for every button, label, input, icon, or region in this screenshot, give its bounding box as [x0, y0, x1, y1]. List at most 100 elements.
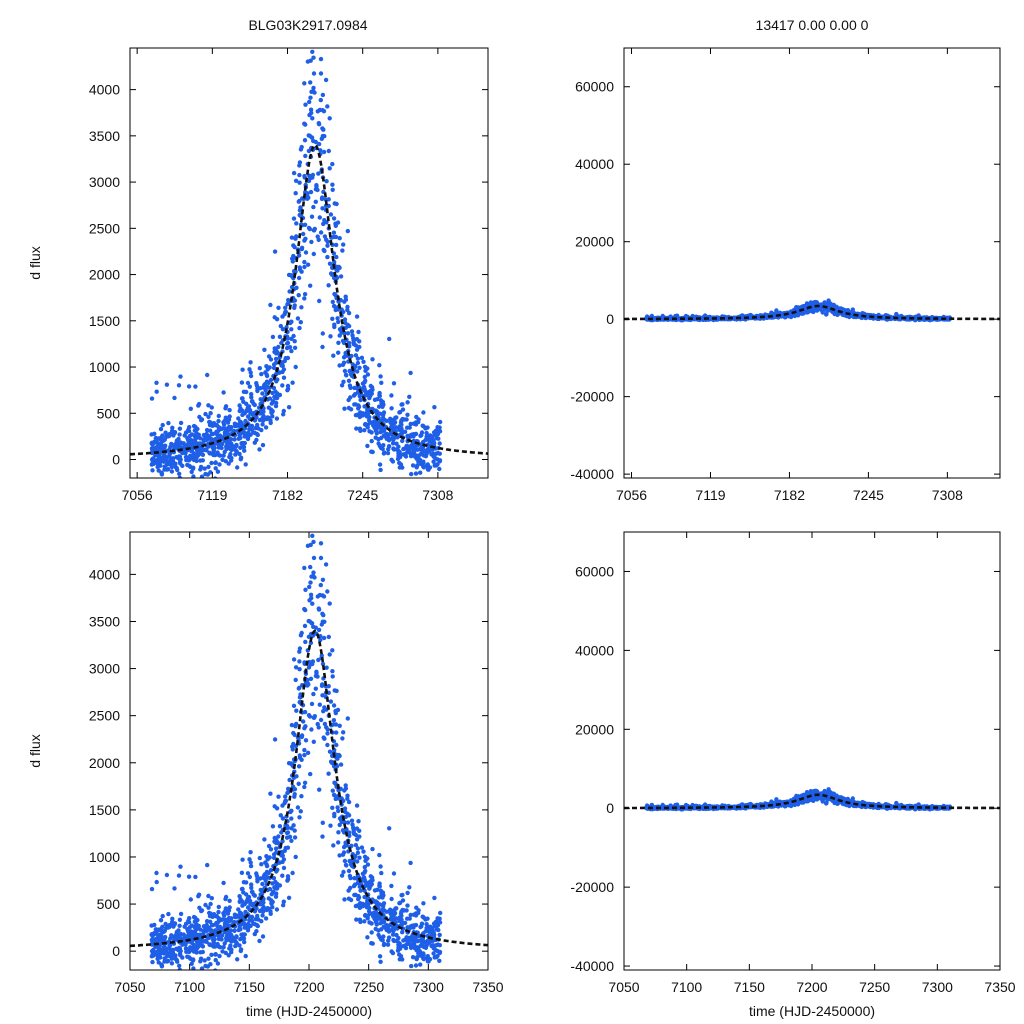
data-point: [308, 80, 313, 85]
data-point: [302, 565, 307, 571]
data-point: [320, 206, 325, 211]
data-point: [368, 383, 373, 389]
data-point: [206, 403, 211, 408]
data-point: [397, 946, 403, 951]
data-point: [268, 847, 274, 852]
data-point: [394, 441, 399, 446]
data-point: [337, 236, 342, 241]
data-point: [365, 862, 371, 867]
data-point: [397, 952, 402, 957]
data-point: [289, 348, 294, 354]
data-point: [347, 830, 352, 835]
data-point: [227, 446, 233, 451]
data-point: [198, 927, 203, 932]
data-point: [362, 428, 367, 433]
data-point: [264, 384, 270, 390]
data-point: [391, 871, 397, 876]
data-point: [327, 652, 332, 657]
data-point: [361, 849, 366, 854]
data-point: [334, 730, 339, 735]
data-point: [377, 390, 382, 396]
data-point: [330, 299, 335, 305]
data-point: [185, 954, 190, 959]
data-point: [429, 943, 434, 949]
data-point: [380, 446, 385, 451]
data-point: [184, 454, 189, 460]
data-point: [349, 818, 355, 823]
data-point: [334, 254, 339, 260]
data-point: [363, 421, 368, 427]
data-point: [353, 832, 359, 838]
data-point: [357, 414, 362, 420]
data-point: [270, 390, 275, 396]
data-point: [258, 876, 263, 881]
data-point: [328, 699, 334, 704]
data-point: [318, 717, 324, 723]
data-point: [296, 764, 302, 769]
data-point: [279, 830, 284, 835]
data-point: [213, 957, 218, 963]
data-point: [264, 364, 269, 369]
y-tick-label: 3000: [89, 661, 120, 677]
data-point: [418, 461, 424, 467]
data-point: [432, 432, 438, 437]
data-point: [210, 914, 215, 919]
data-point: [277, 883, 283, 888]
data-point: [311, 691, 316, 697]
data-point: [417, 950, 422, 955]
data-point: [297, 815, 302, 820]
data-point: [416, 908, 421, 913]
data-point: [787, 313, 793, 319]
data-point: [242, 922, 247, 927]
plot-area: [624, 298, 1000, 323]
data-point: [389, 913, 394, 918]
data-point: [297, 325, 302, 331]
data-point: [238, 455, 244, 460]
data-point: [167, 451, 173, 456]
data-point: [308, 580, 313, 585]
data-point: [264, 373, 270, 379]
data-point: [302, 296, 307, 301]
data-point: [297, 685, 302, 690]
data-point: [432, 923, 438, 928]
data-point: [369, 438, 374, 444]
data-point: [824, 311, 829, 317]
data-point: [408, 454, 414, 459]
data-point: [335, 268, 340, 273]
data-point: [377, 411, 382, 416]
data-point: [397, 957, 402, 962]
data-point: [357, 828, 362, 833]
data-point: [305, 194, 311, 200]
data-point: [270, 414, 275, 419]
data-point: [239, 886, 245, 892]
data-point: [274, 806, 280, 811]
data-point: [217, 945, 223, 950]
data-point: [336, 319, 341, 325]
data-point: [316, 141, 322, 147]
data-point: [283, 798, 289, 803]
data-point: [378, 959, 383, 964]
data-point: [325, 589, 330, 594]
data-point: [232, 919, 237, 925]
data-point: [292, 828, 297, 833]
data-point: [420, 914, 425, 919]
data-point: [291, 730, 296, 736]
data-point: [305, 681, 311, 686]
data-point: [272, 835, 277, 841]
data-point: [271, 876, 277, 881]
data-point: [177, 923, 182, 928]
data-point: [193, 384, 198, 389]
data-point: [259, 408, 265, 413]
data-point: [289, 319, 294, 324]
data-point: [380, 904, 386, 909]
data-point: [292, 345, 298, 350]
data-point: [232, 928, 237, 933]
data-point: [221, 453, 226, 458]
data-point: [172, 395, 177, 401]
data-point: [183, 921, 189, 926]
data-point: [261, 875, 266, 880]
data-point: [258, 887, 263, 893]
data-point: [394, 932, 399, 938]
data-point: [281, 857, 287, 862]
data-point: [362, 374, 367, 380]
